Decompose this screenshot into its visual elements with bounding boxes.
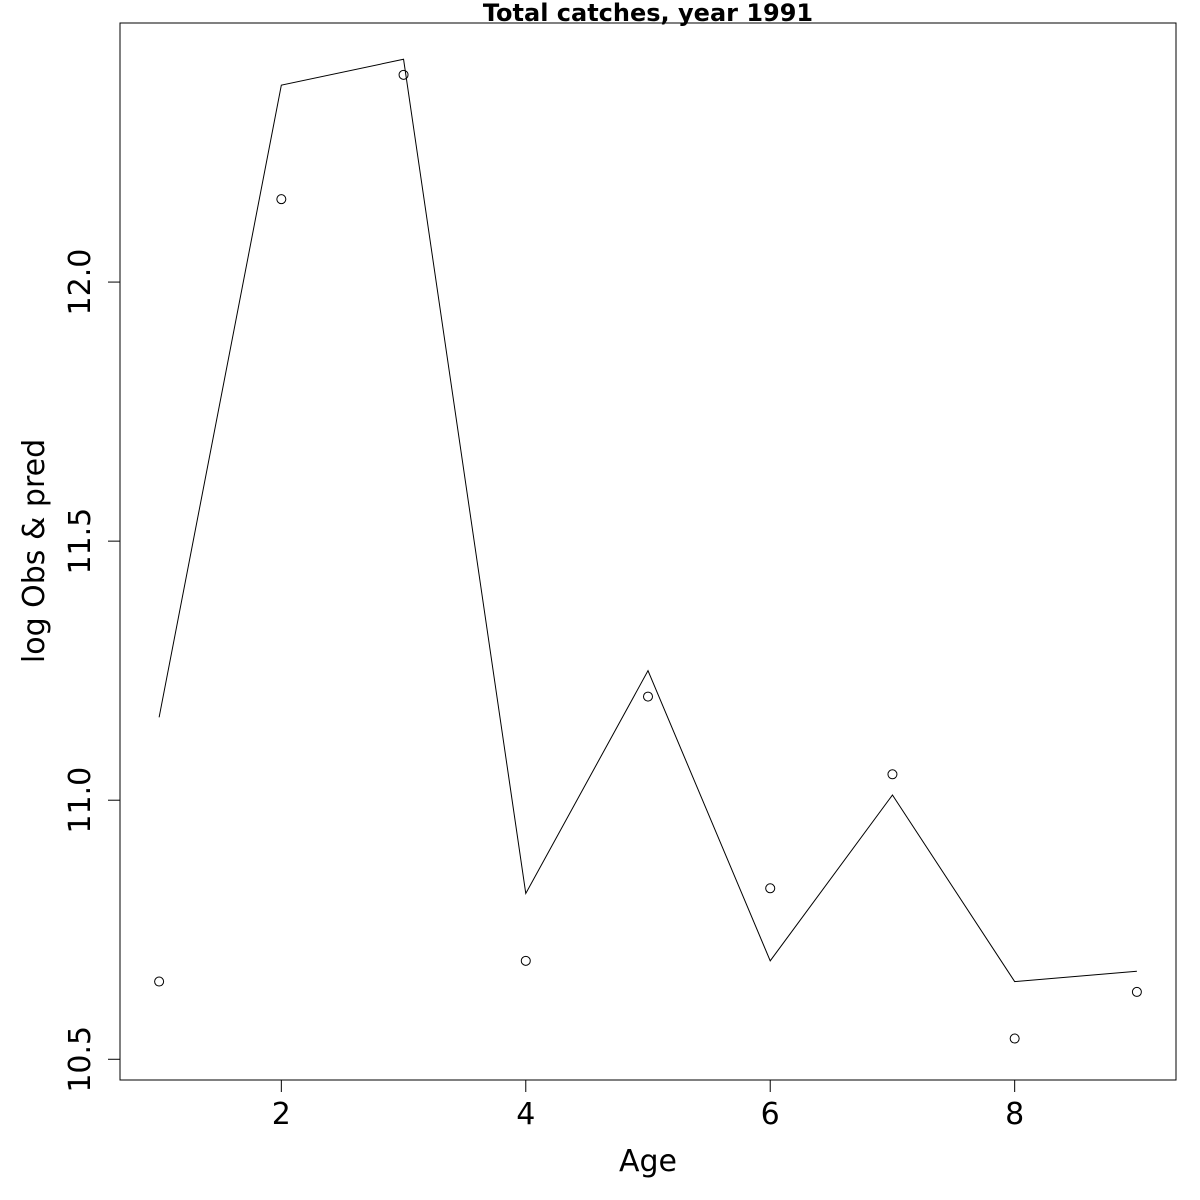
observed-point	[520, 955, 531, 966]
y-axis-label: log Obs & pred	[17, 439, 52, 663]
observed-point	[154, 976, 165, 987]
observed-point	[276, 194, 287, 205]
y-tick-label: 11.5	[63, 508, 98, 575]
observed-point	[643, 691, 653, 702]
x-axis: 2 4 6 8	[272, 1079, 1024, 1132]
predicted-line	[158, 58, 1137, 983]
plot-frame	[119, 22, 1177, 1081]
observed-point	[765, 883, 776, 894]
observed-point	[1009, 1033, 1020, 1044]
x-tick-label: 4	[516, 1097, 535, 1132]
x-axis-label: Age	[619, 1144, 677, 1179]
y-tick-label: 10.5	[63, 1026, 98, 1093]
observed-point	[887, 769, 898, 780]
x-tick-label: 6	[761, 1097, 780, 1132]
x-tick-label: 8	[1005, 1097, 1024, 1132]
observed-point	[1131, 986, 1142, 997]
y-axis: 10.5 11.0 11.5 12.0	[63, 249, 121, 1093]
x-tick-label: 2	[272, 1097, 291, 1132]
series-layer	[154, 58, 1142, 1044]
y-tick-label: 12.0	[63, 249, 98, 316]
observed-point	[398, 69, 409, 80]
y-tick-label: 11.0	[63, 767, 98, 834]
